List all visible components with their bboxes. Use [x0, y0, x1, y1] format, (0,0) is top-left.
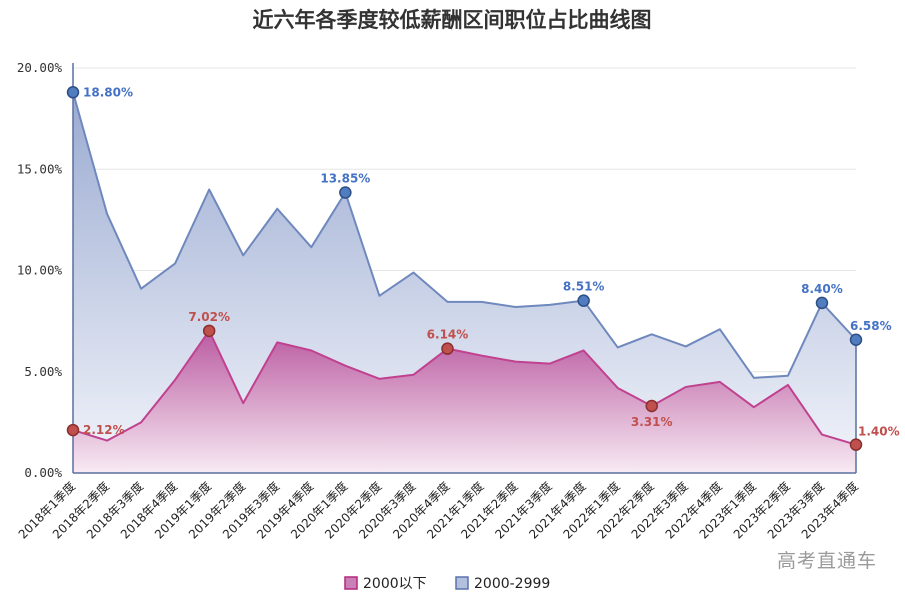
data-label: 18.80%: [83, 85, 133, 99]
legend-label: 2000以下: [363, 576, 427, 592]
data-marker: [66, 423, 80, 437]
y-tick-label: 5.00%: [24, 364, 62, 379]
data-labels: 2.12% 7.02% 6.14% 3.31% 1.40% 18.80% 13.85% 8.5…: [83, 85, 900, 438]
data-label: 3.31%: [631, 415, 673, 429]
data-markers: [66, 86, 863, 451]
data-marker: [441, 342, 454, 355]
series-line-1: [72, 92, 857, 379]
data-marker: [339, 186, 352, 199]
y-tick-label: 15.00%: [17, 161, 63, 176]
data-marker: [815, 296, 829, 310]
legend-swatch: [344, 576, 358, 590]
y-axis-ticks: 0.00% 5.00% 10.00% 15.00% 20.00%: [17, 60, 63, 480]
y-tick-label: 20.00%: [17, 60, 63, 75]
data-marker: [849, 333, 863, 347]
series-line-0: [72, 329, 857, 446]
data-marker: [849, 438, 863, 451]
chart-title: 近六年各季度较低薪酬区间职位占比曲线图: [253, 7, 652, 32]
x-axis-ticks: 2018年1季度2018年2季度2018年3季度2018年4季度2019年1季度…: [15, 479, 861, 542]
y-tick-label: 10.00%: [17, 263, 63, 278]
watermark: 高考直通车: [776, 550, 877, 572]
data-label: 6.58%: [850, 319, 892, 333]
data-label: 6.14%: [427, 328, 469, 342]
data-label: 2.12%: [83, 423, 125, 437]
data-marker: [577, 294, 590, 307]
data-marker: [202, 324, 216, 338]
data-marker: [645, 399, 658, 413]
series-areas: [72, 92, 857, 474]
data-label: 8.51%: [563, 280, 605, 294]
series-area-0: [73, 330, 856, 473]
data-label: 1.40%: [858, 425, 900, 439]
data-marker: [66, 86, 80, 99]
data-label: 8.40%: [801, 282, 843, 296]
y-tick-label: 0.00%: [24, 465, 62, 480]
data-label: 7.02%: [188, 310, 230, 324]
legend-swatch: [455, 576, 469, 590]
legend: 2000以下 2000-2999: [344, 576, 550, 592]
data-label: 13.85%: [320, 172, 370, 186]
legend-label: 2000-2999: [474, 576, 550, 592]
